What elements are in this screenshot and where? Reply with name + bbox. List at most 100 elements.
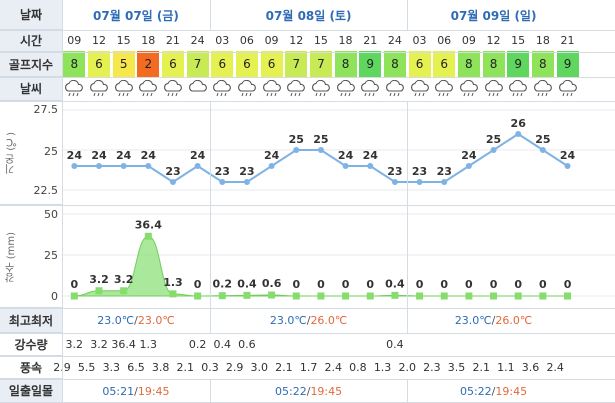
cloud-rain-icon <box>114 80 133 97</box>
hour-cell: 21 <box>560 34 575 47</box>
day-header: 07월 08일 (토) <box>265 8 352 23</box>
hour-cell: 18 <box>535 34 550 47</box>
wind-cell: 1.1 <box>497 361 515 374</box>
rain-point <box>366 292 374 300</box>
temperature-label: 23 <box>387 165 402 178</box>
temperature-label: 25 <box>535 133 550 146</box>
temperature-point <box>465 163 472 169</box>
wind-cell: 3.5 <box>447 361 466 374</box>
rain-label: 0 <box>292 278 300 291</box>
row-divider <box>0 52 615 53</box>
temperature-label: 23 <box>215 165 230 178</box>
rain-label: 0 <box>440 278 448 291</box>
wind-cell: 2.1 <box>275 361 293 374</box>
hour-cell: 18 <box>338 34 353 47</box>
golf-index-cell: 7 <box>309 51 332 77</box>
temperature-point <box>342 163 349 169</box>
hour-cell: 21 <box>363 34 378 47</box>
day-divider <box>407 101 409 308</box>
wind-cell: 3.3 <box>102 361 121 374</box>
sun-cell: 05:21/19:45 <box>62 380 210 402</box>
temperature-label: 24 <box>91 149 107 162</box>
rain-point <box>70 292 78 300</box>
hour-cell: 21 <box>165 34 180 47</box>
temperature-label: 23 <box>412 165 427 178</box>
weather-label: 날씨 <box>0 77 62 101</box>
cloud-rain-icon <box>459 80 478 97</box>
max-temp: 26.0℃ <box>310 313 348 327</box>
golf-index-cell: 8 <box>531 51 554 77</box>
temperature-point <box>441 179 448 185</box>
rain-axis-title: 강수 (mm) <box>6 232 17 283</box>
temperature-point <box>317 147 324 153</box>
hour-cell: 15 <box>116 34 131 47</box>
temperature-point <box>268 163 275 169</box>
rain-label: 0 <box>416 278 424 291</box>
wind-cell: 2.9 <box>50 361 75 374</box>
cloud-rain-icon <box>558 80 577 97</box>
golf-index-cell: 6 <box>211 51 234 77</box>
wind-cell: 2.4 <box>546 361 564 374</box>
rain-chart: 0 3.2 3.2 36.4 1.3 0 0.2 0.4 0.6 0 0 0 0 0.4 0 0 0 0 0 0 0 <box>62 213 615 300</box>
rain-label: 3.2 <box>114 273 133 286</box>
golf-index-cell: 9 <box>556 51 579 77</box>
temperature-point <box>564 163 571 169</box>
wind-cell: 6.5 <box>127 361 145 374</box>
wind-cell: 2.1 <box>472 361 490 374</box>
rain-label: 0 <box>71 278 79 291</box>
sunset-time: 19:45 <box>495 384 528 398</box>
rain-point <box>539 292 547 300</box>
cloud-rain-icon <box>65 80 84 97</box>
golf-index-cell: 6 <box>161 51 184 77</box>
temperature-axis-title: 기온 (℃) <box>6 132 17 174</box>
rain-point <box>564 292 572 300</box>
rain-label: 0 <box>317 278 325 291</box>
temperature-label: 24 <box>190 149 206 162</box>
temperature-point <box>539 147 546 153</box>
cloud-rain-icon <box>287 80 306 97</box>
temperature-point <box>145 163 152 169</box>
hour-cell: 09 <box>461 34 476 47</box>
rain-point <box>317 292 325 300</box>
temp-ytick-bottom: 22.5 <box>33 184 59 197</box>
wind-label: 풍속 <box>0 356 62 379</box>
cloud-rain-icon <box>410 80 429 97</box>
cloud-rain-icon <box>533 80 552 97</box>
cloud-rain-icon <box>139 80 158 97</box>
hour-cell: 24 <box>387 34 402 47</box>
temperature-label: 24 <box>560 149 576 162</box>
temperature-label: 24 <box>363 149 379 162</box>
hour-cell: 12 <box>486 34 501 47</box>
wind-cell: 0.3 <box>201 361 219 374</box>
wind-cell: 1.7 <box>299 361 318 374</box>
temperature-point <box>95 163 102 169</box>
golf-index-cell: 6 <box>260 51 283 77</box>
temperature-point <box>120 163 127 169</box>
hour-cell: 15 <box>313 34 328 47</box>
wind-cell: 2.9 <box>225 361 244 374</box>
cloud-rain-icon <box>238 80 256 97</box>
precip-cell: 0.2 <box>188 338 207 351</box>
precip-cell: 1.3 <box>139 338 158 351</box>
rain-ytick-mid: 25 <box>44 249 58 262</box>
time-label: 시간 <box>0 30 62 52</box>
rain-label: 0 <box>366 278 374 291</box>
temp-ytick-mid: 25 <box>44 145 58 158</box>
cloud-rain-icon <box>435 80 454 97</box>
min-max-label: 최고최저 <box>0 308 62 333</box>
row-divider <box>0 30 615 31</box>
rain-point <box>243 291 251 299</box>
separator: / <box>491 384 496 398</box>
temperature-chart: 24 24 24 24 23 24 23 23 24 25 25 24 24 23 23 23 24 25 26 25… <box>62 109 615 191</box>
sun-label: 일출일몰 <box>0 379 62 403</box>
wind-cell: 2.0 <box>398 361 416 374</box>
separator: / <box>134 384 138 398</box>
wind-cell: 3.6 <box>521 361 540 374</box>
temperature-label: 23 <box>239 165 254 178</box>
max-temp: 26.0℃ <box>495 313 533 327</box>
cloud-rain-icon <box>509 80 528 97</box>
golf-index-cell: 8 <box>383 51 406 77</box>
rain-label: 0 <box>465 278 473 291</box>
sun-cell: 05:22/19:45 <box>407 380 580 402</box>
golf-index-cell: 8 <box>482 51 505 77</box>
